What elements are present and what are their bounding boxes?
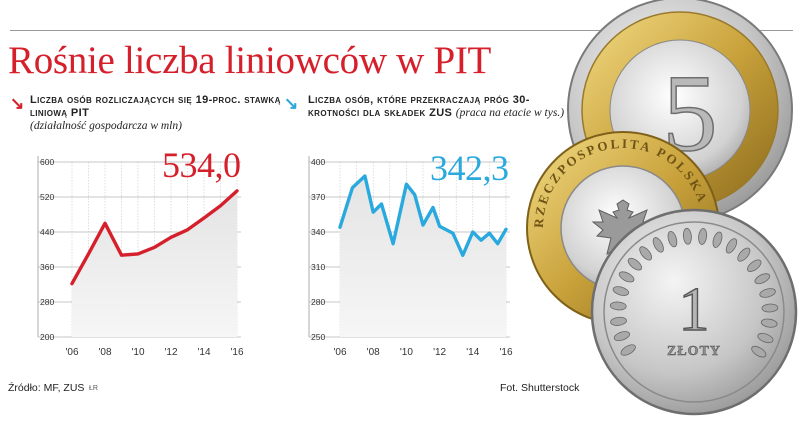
- chart1-y-tick-label: 520: [40, 192, 54, 202]
- chart1-area: [72, 190, 237, 337]
- wreath-icon: [609, 227, 779, 358]
- chart1-series-line: [70, 189, 239, 286]
- arrow-down-icon: ↘: [284, 94, 299, 113]
- chart1-x-tick-label: '06: [65, 347, 78, 358]
- chart2-subtitle: Liczba osób, które przekraczają próg 30-…: [308, 94, 568, 120]
- chart1-x-tick-label: '14: [197, 347, 210, 358]
- chart2-y-tick-label: 280: [311, 297, 325, 307]
- chart2-y-tick-label: 340: [311, 227, 325, 237]
- chart2-x-tick-label: '08: [367, 347, 380, 358]
- chart2: 250 280 310 340 370 400 '06 '08 '10 '12 '14 '16: [308, 156, 513, 358]
- chart1-x-tick-label: '16: [230, 347, 243, 358]
- chart2-x-tick-label: '14: [466, 347, 479, 358]
- chart1-highlight-value: 534,0: [162, 145, 241, 185]
- chart1-y-tick-label: 600: [40, 157, 54, 167]
- coin-1-digit: 1: [679, 276, 710, 344]
- coin-1-zloty: 1 ZŁOTY: [590, 208, 798, 416]
- chart2-series-line: [338, 174, 508, 257]
- photo-credit: Fot. Shutterstock: [500, 382, 580, 394]
- coin-1-word: ZŁOTY: [667, 344, 721, 359]
- chart1-x-tick-label: '10: [131, 347, 144, 358]
- top-rule: [10, 30, 793, 31]
- chart1: 200 280 360 440 520 600 '06 '08 '10 '12 '14 '16: [37, 156, 244, 358]
- chart2-x-tick-label: '10: [400, 347, 413, 358]
- chart1-x-tick-label: '08: [98, 347, 111, 358]
- arrow-up-icon: ↘: [10, 94, 25, 113]
- chart1-title: Liczba osób rozliczających się 19-proc. …: [30, 94, 281, 119]
- chart2-y-tick-label: 400: [311, 157, 325, 167]
- chart2-title: Liczba osób, które przekraczają próg 30-…: [308, 94, 530, 119]
- chart1-y-tick-label: 280: [40, 297, 54, 307]
- chart1-subtitle: Liczba osób rozliczających się 19-proc. …: [30, 94, 290, 133]
- author-initials: ŁR: [89, 385, 98, 392]
- chart2-note: (praca na etacie w tys.): [455, 107, 565, 119]
- chart1-y-tick-label: 360: [40, 262, 54, 272]
- chart2-x-tick-label: '16: [499, 347, 512, 358]
- chart2-highlight-value: 342,3: [430, 148, 509, 188]
- headline: Rośnie liczba liniowców w PIT: [8, 39, 492, 82]
- chart2-y-tick-label: 310: [311, 262, 325, 272]
- chart1-x-tick-label: '12: [164, 347, 177, 358]
- chart2-y-tick-label: 370: [311, 192, 325, 202]
- source-note: Źródło: MF, ZUS: [8, 382, 85, 394]
- chart1-y-tick-label: 200: [40, 332, 54, 342]
- chart2-x-tick-label: '06: [333, 347, 346, 358]
- chart2-title-zus: ZUS: [429, 107, 453, 119]
- chart1-note: (działalność gospodarcza w mln): [30, 120, 182, 132]
- chart1-y-tick-label: 440: [40, 227, 54, 237]
- chart2-x-tick-label: '12: [433, 347, 446, 358]
- chart2-area: [340, 176, 506, 337]
- chart2-y-tick-label: 250: [311, 332, 325, 342]
